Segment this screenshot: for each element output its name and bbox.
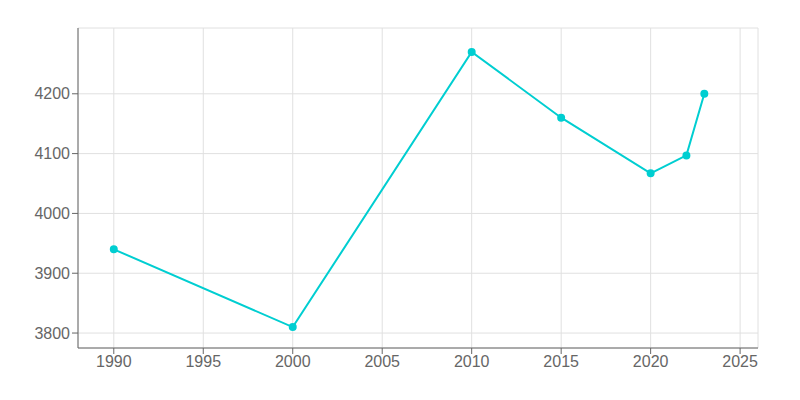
svg-text:2020: 2020 [633, 353, 669, 370]
svg-text:2010: 2010 [454, 353, 490, 370]
svg-text:3800: 3800 [34, 325, 70, 342]
svg-text:4100: 4100 [34, 145, 70, 162]
svg-text:2025: 2025 [722, 353, 758, 370]
svg-text:1995: 1995 [185, 353, 221, 370]
svg-text:2005: 2005 [364, 353, 400, 370]
svg-text:2015: 2015 [543, 353, 579, 370]
svg-text:4200: 4200 [34, 85, 70, 102]
svg-text:1990: 1990 [96, 353, 132, 370]
svg-text:4000: 4000 [34, 205, 70, 222]
svg-text:3900: 3900 [34, 265, 70, 282]
svg-text:2000: 2000 [275, 353, 311, 370]
